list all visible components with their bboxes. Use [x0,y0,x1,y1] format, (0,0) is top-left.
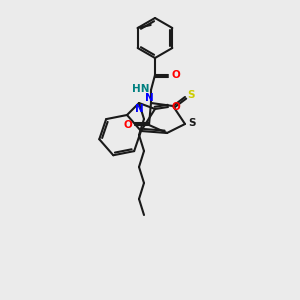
Text: O: O [171,70,180,80]
Text: S: S [188,118,196,128]
Text: O: O [123,120,132,130]
Text: N: N [145,93,153,103]
Text: S: S [187,90,194,100]
Text: N: N [135,104,143,114]
Text: O: O [171,102,180,112]
Text: HN: HN [132,84,150,94]
